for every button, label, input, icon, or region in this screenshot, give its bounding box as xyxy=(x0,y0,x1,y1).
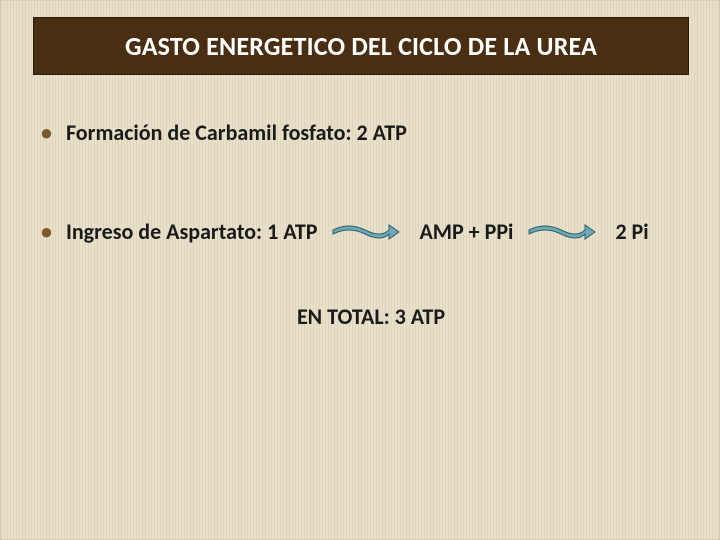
slide: GASTO ENERGETICO DEL CICLO DE LA UREA • … xyxy=(0,0,720,540)
bullet-row-2: • Ingreso de Aspartato: 1 ATP AMP + PPi … xyxy=(41,218,701,245)
content-area: • Formación de Carbamil fosfato: 2 ATP •… xyxy=(41,119,701,330)
arrow-icon xyxy=(331,221,401,243)
bullet-icon: • xyxy=(41,221,52,243)
arrow-icon xyxy=(527,221,597,243)
bullet-1-text: Formación de Carbamil fosfato: 2 ATP xyxy=(66,119,407,146)
bullet-2-left-text: Ingreso de Aspartato: 1 ATP xyxy=(66,218,317,245)
title-box: GASTO ENERGETICO DEL CICLO DE LA UREA xyxy=(33,17,689,75)
bullet-2-right-text: 2 Pi xyxy=(615,218,648,245)
total-line: EN TOTAL: 3 ATP xyxy=(41,303,701,330)
bullet-icon: • xyxy=(41,122,52,144)
bullet-row-1: • Formación de Carbamil fosfato: 2 ATP xyxy=(41,119,701,146)
bullet-2-mid-text: AMP + PPi xyxy=(419,218,513,245)
slide-title: GASTO ENERGETICO DEL CICLO DE LA UREA xyxy=(125,30,597,62)
